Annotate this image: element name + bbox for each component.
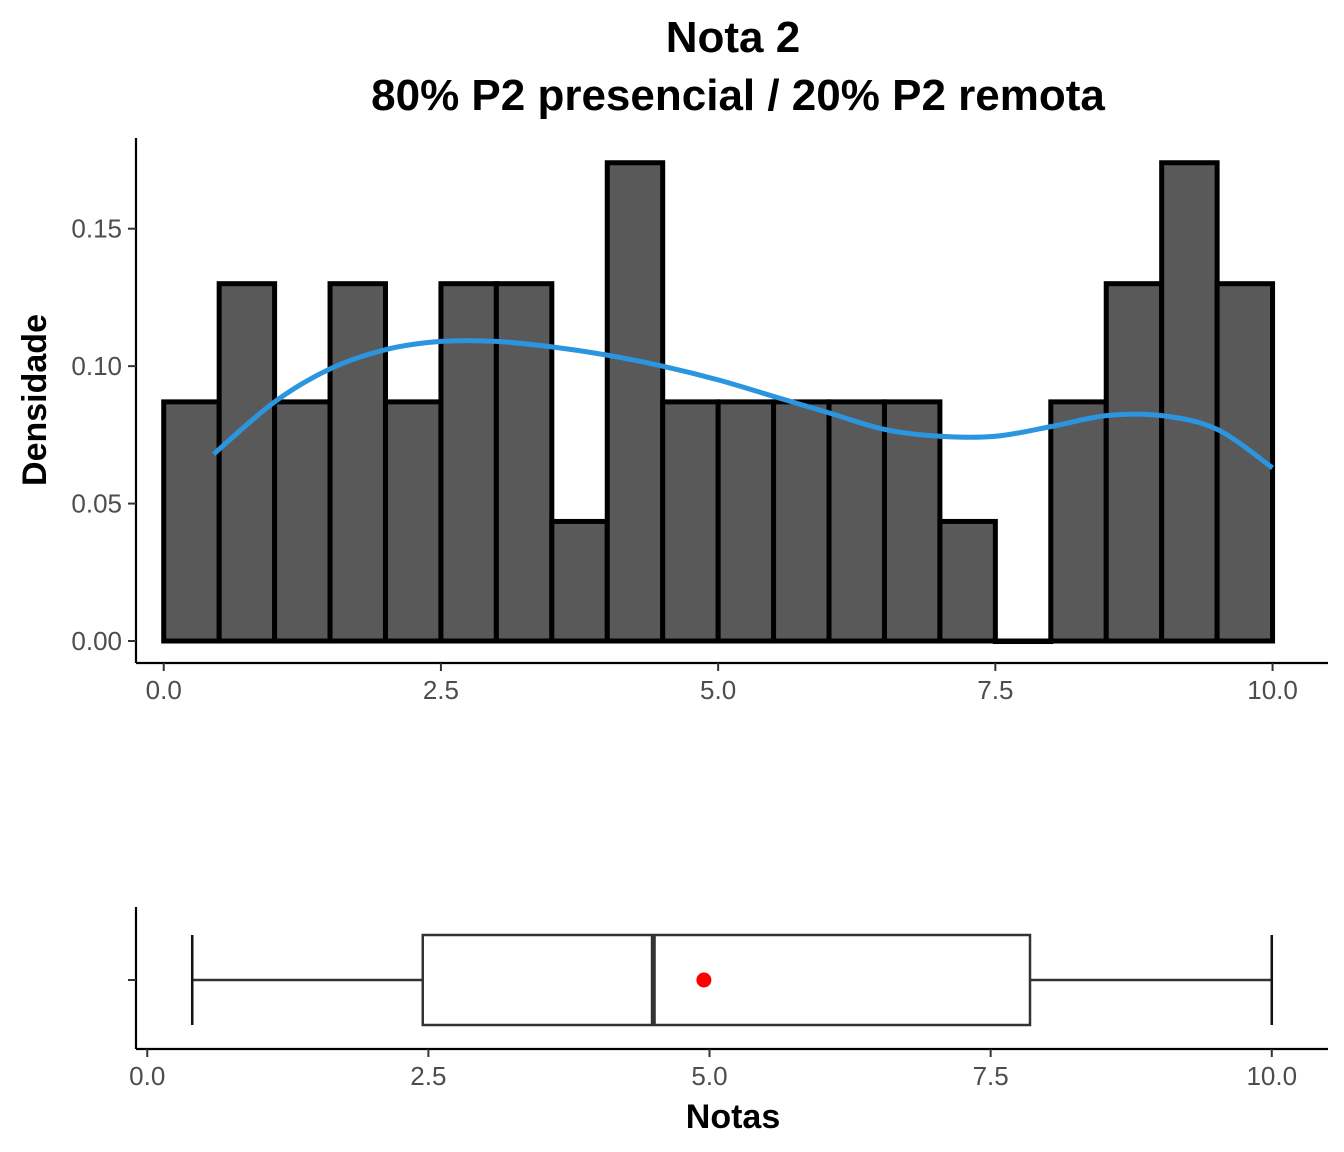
x-tick-label: 0.0: [146, 675, 182, 705]
box-iqr: [421, 933, 1032, 1027]
histogram-bar: [1159, 160, 1220, 644]
histogram-bar: [327, 281, 388, 644]
x-tick-label: 2.5: [423, 675, 459, 705]
histogram-bar: [216, 281, 278, 644]
box-x-tick-label: 0.0: [129, 1061, 165, 1091]
box-x-tick-label: 2.5: [410, 1061, 446, 1091]
x-axis-title: Notas: [686, 1098, 780, 1136]
histogram-bar: [992, 638, 1054, 645]
x-tick-label: 10.0: [1247, 675, 1298, 705]
histogram-panel: 0.00 0.05 0.10 0.15 0.0 2.5 5.0 7.5 10.0 Densid…: [16, 138, 1328, 705]
histogram-bar: [937, 518, 998, 644]
chart-title: Nota 2: [666, 13, 800, 62]
chart-subtitle: 80% P2 presencial / 20% P2 remota: [371, 71, 1105, 120]
mean-point: [696, 972, 712, 988]
y-tick-label: 0.10: [71, 351, 122, 381]
histogram-bar: [604, 160, 666, 644]
boxplot-x-ticks: 0.0 2.5 5.0 7.5 10.0: [129, 1049, 1297, 1091]
histogram-y-ticks: 0.00 0.05 0.10 0.15: [71, 214, 136, 656]
histogram-bars: [161, 160, 1276, 645]
boxplot-panel: 0.0 2.5 5.0 7.5 10.0 Notas: [128, 907, 1328, 1136]
histogram-bar: [493, 281, 555, 644]
histogram-bar: [1103, 281, 1165, 644]
x-tick-label: 7.5: [977, 675, 1013, 705]
box-x-tick-label: 7.5: [973, 1061, 1009, 1091]
histogram-x-ticks: 0.0 2.5 5.0 7.5 10.0: [146, 663, 1298, 705]
histogram-bar: [549, 518, 610, 644]
histogram-bar: [438, 281, 499, 644]
histogram-bar: [1048, 399, 1109, 644]
density-curve: [211, 338, 1275, 470]
histogram-bar: [161, 399, 222, 644]
histogram-bar: [382, 399, 444, 644]
histogram-bar: [826, 399, 887, 644]
y-tick-label: 0.05: [71, 489, 122, 519]
box-x-tick-label: 5.0: [691, 1061, 727, 1091]
y-tick-label: 0.00: [71, 626, 122, 656]
histogram-bar: [881, 399, 943, 644]
histogram-bar: [715, 399, 777, 644]
histogram-bar: [771, 399, 832, 644]
histogram-bar: [660, 399, 721, 644]
boxplot-shapes: [190, 933, 1274, 1027]
box-x-tick-label: 10.0: [1246, 1061, 1297, 1091]
y-axis-title: Densidade: [16, 314, 54, 486]
x-tick-label: 5.0: [700, 675, 736, 705]
histogram-bar: [272, 399, 333, 644]
y-tick-label: 0.15: [71, 214, 122, 244]
